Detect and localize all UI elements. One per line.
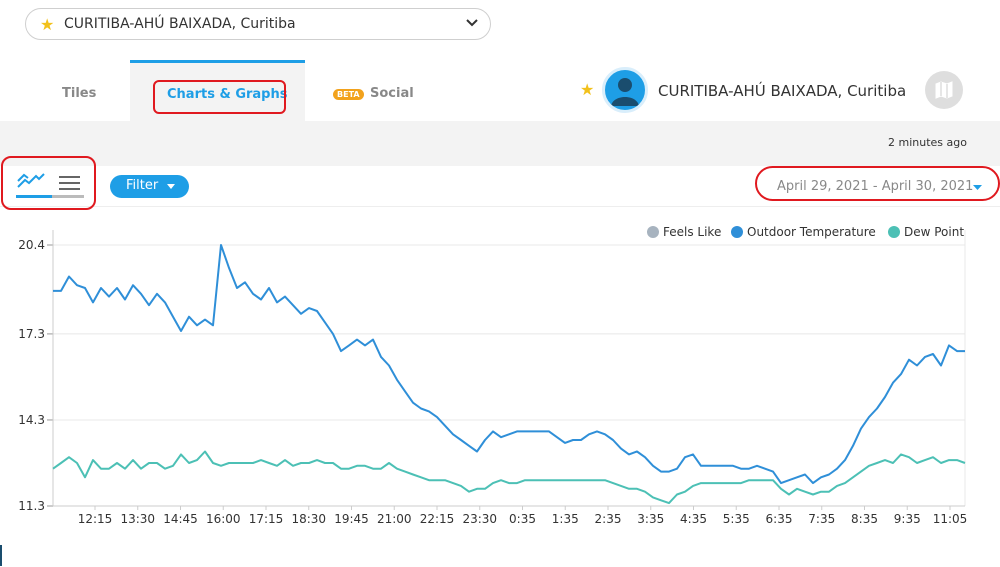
- series-line-outdoor-temperature: [53, 244, 965, 485]
- legend-dew-point[interactable]: Dew Point: [888, 225, 964, 239]
- map-button[interactable]: [925, 71, 963, 109]
- legend-label-dew-point: Dew Point: [904, 225, 965, 239]
- x-tick-label: 13:30: [120, 512, 155, 526]
- x-tick-label: 3:35: [637, 512, 664, 526]
- legend-feels-like[interactable]: Feels Like: [647, 225, 721, 239]
- tab-social-label: Social: [370, 86, 414, 101]
- tab-tiles[interactable]: Tiles: [40, 60, 116, 121]
- filter-label: Filter: [126, 178, 159, 193]
- legend-label-outdoor-temperature: Outdoor Temperature: [747, 225, 876, 239]
- y-tick-label: 17.3: [18, 327, 45, 341]
- x-tick-label: 5:35: [723, 512, 750, 526]
- annotation-box-view-toggle: [1, 156, 96, 210]
- favorite-star-icon[interactable]: ★: [580, 80, 595, 99]
- tab-charts-graphs-label: Charts & Graphs: [167, 87, 288, 102]
- x-tick-label: 16:00: [206, 512, 241, 526]
- annotation-box-date-range: [755, 166, 1000, 201]
- date-caret-icon[interactable]: [973, 185, 982, 190]
- window-edge: [0, 545, 2, 566]
- map-icon: [935, 81, 953, 99]
- x-tick-label: 23:30: [462, 512, 497, 526]
- legend-dot-dew-point: [888, 226, 900, 238]
- list-view-icon[interactable]: [58, 175, 82, 195]
- x-tick-label: 7:35: [808, 512, 835, 526]
- station-name: CURITIBA-AHÚ BAIXADA, Curitiba: [658, 82, 907, 100]
- line-chart-icon[interactable]: [16, 170, 46, 194]
- series-line-dew-point: [52, 450, 966, 505]
- star-icon: ★: [40, 15, 55, 34]
- x-tick-label: 9:35: [894, 512, 921, 526]
- x-tick-label: 0:35: [509, 512, 536, 526]
- y-tick-label: 14.3: [18, 413, 45, 427]
- station-selector-label: CURITIBA-AHÚ BAIXADA, Curitiba: [64, 16, 296, 32]
- x-tick-label: 18:30: [291, 512, 326, 526]
- last-updated: 2 minutes ago: [888, 136, 967, 149]
- x-tick-label: 12:15: [78, 512, 113, 526]
- tab-tiles-label: Tiles: [62, 86, 97, 101]
- x-tick-label: 1:35: [552, 512, 579, 526]
- tab-charts-graphs[interactable]: Charts & Graphs: [130, 60, 305, 121]
- chart-area: [0, 206, 1000, 567]
- filter-button[interactable]: Filter: [110, 175, 189, 198]
- x-tick-label: 21:00: [377, 512, 412, 526]
- y-tick-label: 11.3: [18, 499, 45, 513]
- y-tick-label: 20.4: [18, 238, 45, 252]
- beta-badge: BETA: [333, 89, 364, 100]
- x-tick-label: 14:45: [163, 512, 198, 526]
- legend-label-feels-like: Feels Like: [663, 225, 722, 239]
- x-tick-label: 19:45: [334, 512, 369, 526]
- legend-outdoor-temperature[interactable]: Outdoor Temperature: [731, 225, 876, 239]
- date-range-selector[interactable]: April 29, 2021 - April 30, 2021: [777, 179, 974, 194]
- x-tick-label: 2:35: [595, 512, 622, 526]
- x-tick-label: 22:15: [420, 512, 455, 526]
- view-toggle-active-indicator: [16, 195, 52, 198]
- caret-down-icon: [167, 184, 175, 189]
- x-tick-label: 8:35: [851, 512, 878, 526]
- x-tick-label: 4:35: [680, 512, 707, 526]
- avatar[interactable]: [602, 67, 648, 113]
- tab-social[interactable]: BETA Social: [330, 60, 430, 121]
- annotation-box-charts-tab: [153, 80, 286, 114]
- legend-dot-feels-like: [647, 226, 659, 238]
- x-tick-label: 6:35: [766, 512, 793, 526]
- x-tick-label: 17:15: [249, 512, 284, 526]
- x-tick-label: 11:05: [933, 512, 968, 526]
- legend-dot-outdoor-temperature: [731, 226, 743, 238]
- station-selector[interactable]: ★ CURITIBA-AHÚ BAIXADA, Curitiba: [25, 8, 491, 40]
- chevron-down-icon[interactable]: [464, 14, 480, 34]
